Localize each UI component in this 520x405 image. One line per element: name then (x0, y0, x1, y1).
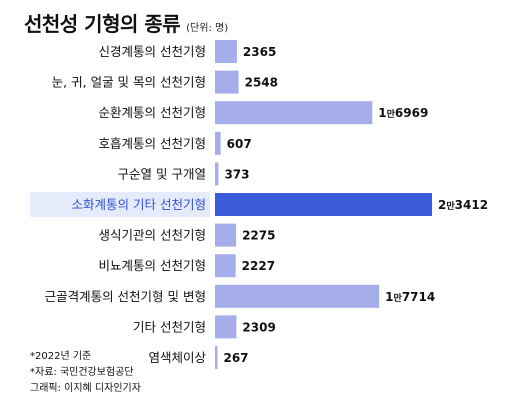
category-label: 염색체이상 (148, 350, 206, 365)
value-label: 1만7714 (385, 290, 435, 304)
note-graphic-credit: 그래픽: 이지혜 디자인기자 (30, 383, 141, 394)
value-label: 2275 (242, 229, 275, 243)
value-label: 2만3412 (438, 198, 488, 212)
note-source: *자료: 국민건강보험공단 (30, 367, 134, 378)
bar (215, 284, 380, 308)
bar (215, 223, 237, 247)
category-label: 구순열 및 구개열 (118, 166, 206, 181)
value-label: 2227 (242, 259, 275, 273)
category-label: 생식기관의 선천기형 (99, 228, 206, 243)
category-label: 소화계통의 기타 선천기형 (72, 197, 206, 212)
bar (215, 131, 221, 155)
bar (215, 193, 432, 216)
value-label: 2309 (242, 320, 275, 334)
bar (215, 162, 219, 186)
bar (215, 101, 373, 125)
category-label: 순환계통의 선천기형 (99, 105, 206, 120)
title-row: 선천성 기형의 종류 (단위: 명) (24, 8, 228, 37)
bar (215, 315, 237, 339)
category-label: 기타 선천기형 (133, 319, 206, 334)
category-label: 근골격계통의 선천기형 및 변형 (45, 289, 206, 304)
category-label: 호흡계통의 선천기형 (99, 136, 206, 151)
bar (215, 40, 237, 63)
value-label: 1만6969 (378, 106, 428, 120)
category-label: 눈, 귀, 얼굴 및 목의 선천기형 (52, 75, 206, 90)
value-label: 373 (224, 167, 249, 181)
unit-note: (단위: 명) (186, 23, 229, 34)
bar (215, 70, 239, 94)
note-year: *2022년 기준 (30, 351, 92, 362)
bar (215, 346, 218, 369)
value-label: 2548 (245, 76, 278, 90)
value-label: 2365 (243, 45, 276, 59)
footnotes: *2022년 기준 *자료: 국민건강보험공단 그래픽: 이지혜 디자인기자 (30, 349, 141, 397)
category-label: 신경계통의 선천기형 (99, 44, 206, 59)
bar (215, 254, 236, 278)
value-label: 267 (223, 351, 248, 365)
value-label: 607 (227, 137, 252, 151)
chart-title: 선천성 기형의 종류 (24, 12, 181, 36)
category-label: 비뇨계통의 선천기형 (99, 258, 206, 273)
highlight-band (30, 192, 210, 217)
